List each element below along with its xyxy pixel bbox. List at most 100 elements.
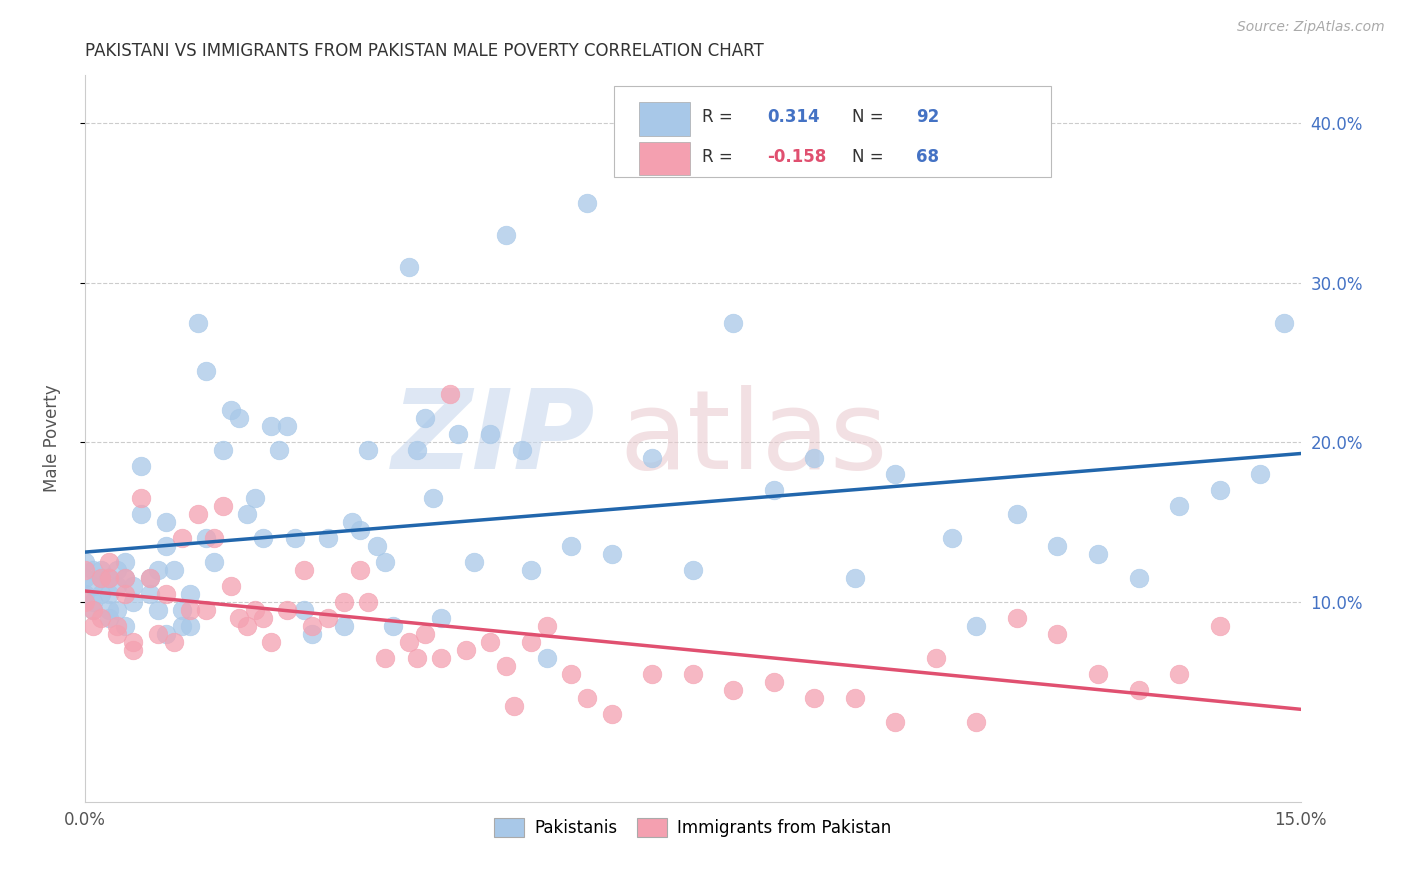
Point bbox=[170, 603, 193, 617]
Point bbox=[155, 539, 177, 553]
Point bbox=[138, 587, 160, 601]
Point bbox=[463, 555, 485, 569]
Point bbox=[292, 603, 315, 617]
Point bbox=[260, 419, 283, 434]
Point bbox=[122, 643, 145, 657]
Point bbox=[413, 627, 436, 641]
Point bbox=[73, 595, 96, 609]
Point bbox=[342, 515, 364, 529]
Text: Source: ZipAtlas.com: Source: ZipAtlas.com bbox=[1237, 20, 1385, 34]
Text: N =: N = bbox=[852, 148, 889, 166]
Point bbox=[276, 419, 298, 434]
Point bbox=[316, 611, 339, 625]
Point bbox=[398, 260, 420, 274]
Point bbox=[90, 611, 112, 625]
Point bbox=[105, 603, 128, 617]
Point bbox=[301, 627, 323, 641]
Point bbox=[374, 651, 396, 665]
Text: ZIP: ZIP bbox=[392, 384, 595, 491]
Point bbox=[333, 619, 356, 633]
Point bbox=[252, 611, 274, 625]
Point bbox=[187, 507, 209, 521]
Point bbox=[495, 227, 517, 242]
Point bbox=[236, 507, 259, 521]
Point bbox=[114, 571, 136, 585]
Point bbox=[90, 571, 112, 585]
Point bbox=[155, 627, 177, 641]
Point bbox=[204, 531, 226, 545]
Point bbox=[105, 563, 128, 577]
Point bbox=[90, 587, 112, 601]
Point bbox=[349, 563, 371, 577]
Point bbox=[195, 363, 218, 377]
Point bbox=[82, 563, 104, 577]
Point bbox=[1249, 467, 1271, 482]
Point bbox=[301, 619, 323, 633]
Point bbox=[1128, 571, 1150, 585]
Point bbox=[155, 515, 177, 529]
FancyBboxPatch shape bbox=[613, 87, 1052, 177]
Point bbox=[243, 491, 266, 506]
Point bbox=[163, 563, 186, 577]
Point bbox=[560, 666, 582, 681]
Point bbox=[1046, 627, 1069, 641]
Legend: Pakistanis, Immigrants from Pakistan: Pakistanis, Immigrants from Pakistan bbox=[488, 812, 898, 844]
Point bbox=[1168, 666, 1191, 681]
Point bbox=[965, 714, 987, 729]
Point bbox=[422, 491, 444, 506]
Point bbox=[204, 555, 226, 569]
Point bbox=[1087, 547, 1109, 561]
Point bbox=[1128, 682, 1150, 697]
Point bbox=[357, 443, 380, 458]
Point bbox=[333, 595, 356, 609]
Point bbox=[73, 555, 96, 569]
Point bbox=[1087, 666, 1109, 681]
Point bbox=[131, 459, 153, 474]
Point bbox=[219, 579, 242, 593]
Point bbox=[98, 611, 121, 625]
Point bbox=[495, 659, 517, 673]
Point bbox=[195, 603, 218, 617]
Text: 68: 68 bbox=[917, 148, 939, 166]
Point bbox=[576, 690, 599, 705]
Text: R =: R = bbox=[703, 109, 738, 127]
Text: 0.314: 0.314 bbox=[766, 109, 820, 127]
Point bbox=[454, 643, 477, 657]
Point bbox=[243, 603, 266, 617]
Point bbox=[146, 603, 169, 617]
Text: atlas: atlas bbox=[620, 384, 889, 491]
Point bbox=[105, 579, 128, 593]
Point bbox=[519, 563, 541, 577]
Point bbox=[1046, 539, 1069, 553]
Point bbox=[479, 427, 502, 442]
Point bbox=[170, 531, 193, 545]
Point bbox=[260, 635, 283, 649]
Point bbox=[163, 635, 186, 649]
Point bbox=[228, 411, 250, 425]
Point bbox=[252, 531, 274, 545]
Point bbox=[1005, 611, 1028, 625]
Point bbox=[641, 666, 664, 681]
Point bbox=[284, 531, 307, 545]
Point bbox=[406, 443, 429, 458]
Point bbox=[187, 316, 209, 330]
Text: 92: 92 bbox=[917, 109, 939, 127]
Point bbox=[90, 563, 112, 577]
Point bbox=[211, 443, 233, 458]
Point bbox=[682, 563, 704, 577]
Point bbox=[536, 619, 558, 633]
Point bbox=[844, 690, 866, 705]
Point bbox=[219, 403, 242, 417]
Point bbox=[413, 411, 436, 425]
Point bbox=[114, 619, 136, 633]
Point bbox=[114, 587, 136, 601]
Point bbox=[179, 619, 201, 633]
Point bbox=[98, 603, 121, 617]
Point bbox=[146, 563, 169, 577]
Point bbox=[98, 571, 121, 585]
Point bbox=[479, 635, 502, 649]
Point bbox=[430, 651, 453, 665]
Point bbox=[90, 571, 112, 585]
Point bbox=[884, 467, 907, 482]
Point bbox=[381, 619, 404, 633]
